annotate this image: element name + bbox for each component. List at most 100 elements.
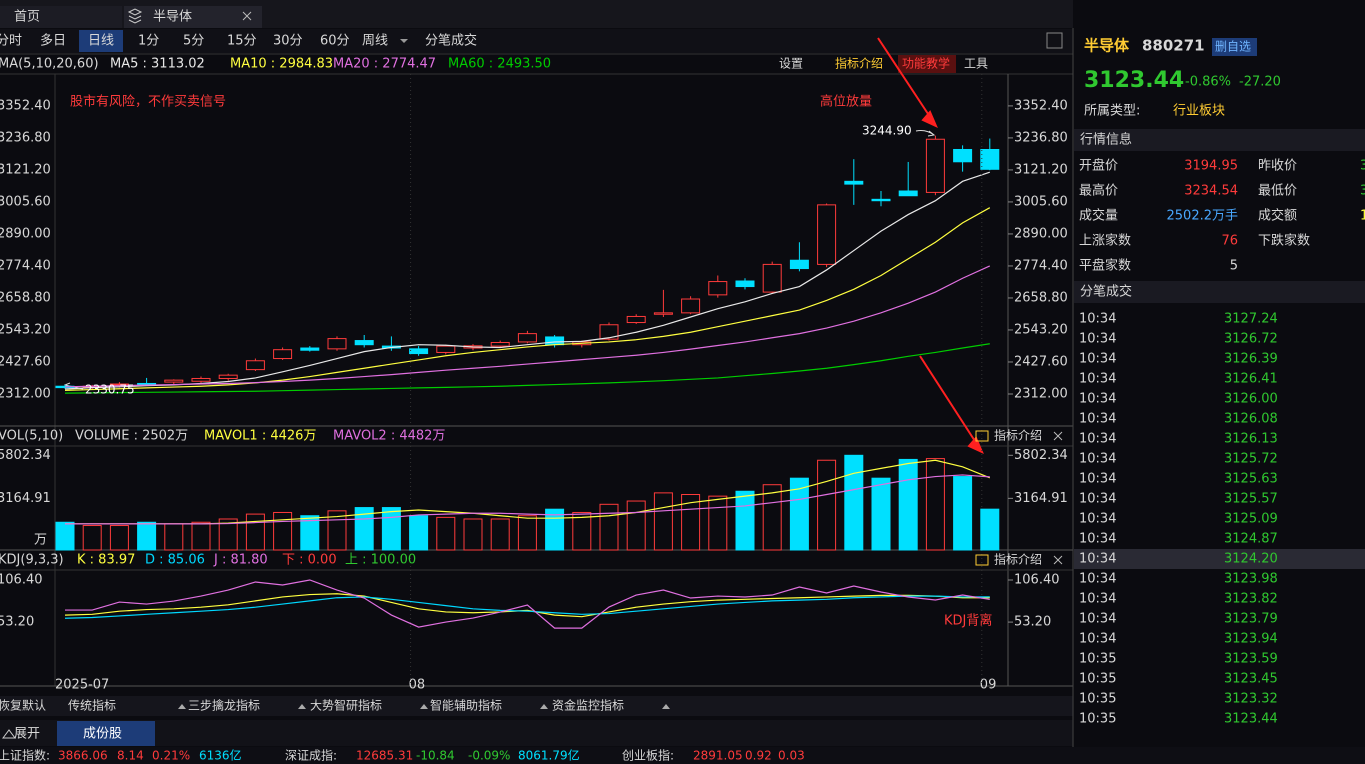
tick-price: 3123.98 (1224, 572, 1278, 587)
status-item: 0.03 (778, 749, 805, 763)
toolbar-button[interactable]: 分时 (0, 34, 22, 49)
low-label: 2330.75 (85, 383, 135, 397)
status-item: -10.84 (416, 749, 455, 763)
volume-bar (980, 508, 1000, 551)
section-title: 分笔成交 (1080, 284, 1132, 300)
tab[interactable] (0, 6, 122, 28)
tick-time: 10:34 (1079, 372, 1116, 387)
volume-bar (898, 458, 918, 551)
candle-body (626, 315, 646, 324)
toolbar-button[interactable]: 15分 (227, 34, 257, 49)
candle-body (354, 340, 374, 346)
status-item: 上证指数: (0, 748, 50, 763)
volume-bar (789, 477, 809, 551)
tick-price: 3126.41 (1224, 372, 1278, 387)
row-value: 76 (1221, 234, 1238, 249)
indicator-label: 上 : 100.00 (345, 553, 416, 568)
indicator-tab[interactable]: 传统指标 (68, 698, 116, 713)
toolbar-button[interactable]: 日线 (88, 34, 114, 49)
volume-bar (653, 492, 673, 551)
close-icon[interactable] (1053, 431, 1063, 441)
tick-price: 3126.13 (1224, 432, 1278, 447)
toolbar-button[interactable]: 周线 (362, 34, 388, 49)
toolbar-link[interactable]: 指标介绍 (835, 56, 883, 71)
toolbar-button[interactable]: 分笔成交 (425, 33, 477, 49)
volume-bar (137, 521, 157, 551)
indicator-tab[interactable]: 恢复默认 (0, 698, 46, 713)
pointer (915, 130, 936, 137)
indicator-tab[interactable]: 大势智研指标 (310, 698, 382, 713)
tick-time: 10:34 (1079, 332, 1116, 347)
close-icon[interactable] (242, 11, 252, 21)
x-tick-label: 09 (980, 678, 997, 693)
tick-price: 3124.20 (1224, 552, 1278, 567)
indicator-label: D : 85.06 (145, 553, 205, 568)
ma-label: MA5 : 3113.02 (110, 57, 205, 72)
indicator-label: MAVOL1 : 4426万 (204, 429, 316, 444)
row-label: 开盘价 (1079, 158, 1118, 174)
ma-label: MA20 : 2774.47 (333, 57, 436, 72)
toolbar-link[interactable]: 工具 (964, 57, 988, 71)
candle-body (817, 204, 837, 265)
candle-body (980, 148, 1000, 170)
component-tab[interactable]: 成份股 (83, 727, 122, 742)
toolbar-button[interactable]: 多日 (40, 33, 66, 49)
tab-label[interactable]: 首页 (14, 10, 40, 25)
volume-bar (762, 484, 782, 551)
tick-price: 3126.08 (1224, 412, 1278, 427)
volume-bar (436, 516, 456, 551)
type-label: 所属类型: (1084, 104, 1140, 119)
volume-bar (817, 459, 837, 551)
close-icon[interactable] (1053, 555, 1063, 565)
volume-bar (327, 510, 347, 551)
y-tick-label: 106.40 (0, 572, 43, 587)
indicator-tab[interactable]: 三步擒龙指标 (188, 698, 260, 713)
expand-bar (0, 720, 1073, 746)
candle-body (653, 312, 673, 315)
volume-bar (599, 503, 619, 551)
indicator-label[interactable]: 指标介绍 (994, 552, 1042, 567)
volume-bar (300, 515, 320, 551)
candle-body (898, 190, 918, 197)
kdj-line (65, 579, 990, 629)
y-tick-label: 3005.60 (0, 194, 51, 209)
tick-price: 3127.24 (1224, 312, 1278, 327)
tick-price: 3123.44 (1224, 712, 1278, 727)
y-tick-label: 2312.00 (1014, 386, 1068, 401)
tick-price: 3123.82 (1224, 592, 1278, 607)
status-item: 8061.79亿 (518, 748, 580, 763)
status-item: -0.09% (468, 749, 510, 763)
toolbar-link[interactable]: 设置 (779, 57, 803, 71)
kdj-line (64, 595, 990, 619)
indicator-tab[interactable]: 资金监控指标 (552, 698, 624, 713)
toolbar-button[interactable]: 30分 (273, 34, 303, 49)
volume-bar (572, 511, 592, 551)
candle-body (735, 280, 755, 288)
kdj-line (64, 593, 990, 618)
indicator-label[interactable]: 指标介绍 (994, 428, 1042, 443)
row-label: 下跌家数 (1258, 233, 1310, 249)
fav-button[interactable] (1212, 38, 1257, 56)
indicator-label: 下 : 0.00 (282, 553, 337, 568)
tab[interactable] (124, 6, 262, 28)
indicator-label: KDJ(9,3,3) (0, 553, 64, 568)
tick-price: 3125.72 (1224, 452, 1278, 467)
dropdown-icon[interactable] (400, 39, 408, 43)
toolbar-link[interactable]: 功能教学 (902, 56, 950, 71)
fav-label[interactable]: 删自选 (1215, 40, 1251, 54)
expand-button[interactable]: 展开 (14, 727, 40, 742)
status-item: 0.21% (152, 749, 190, 763)
y-tick-label: 2890.00 (1014, 226, 1068, 241)
indicator-tab[interactable]: 智能辅助指标 (430, 698, 502, 713)
y-tick-label: 3121.20 (1014, 162, 1068, 177)
tab-icon (127, 8, 143, 24)
toolbar-button[interactable]: 5分 (183, 34, 204, 49)
toolbar-button[interactable]: 1分 (138, 34, 159, 49)
candle-body (708, 281, 728, 296)
y-tick-label: 2774.40 (0, 258, 51, 273)
fullscreen-icon[interactable] (1046, 32, 1063, 49)
row-label: 最低价 (1258, 184, 1297, 199)
toolbar-button[interactable]: 60分 (320, 34, 350, 49)
tab-label[interactable]: 半导体 (153, 10, 192, 25)
volume-bar (82, 525, 102, 551)
